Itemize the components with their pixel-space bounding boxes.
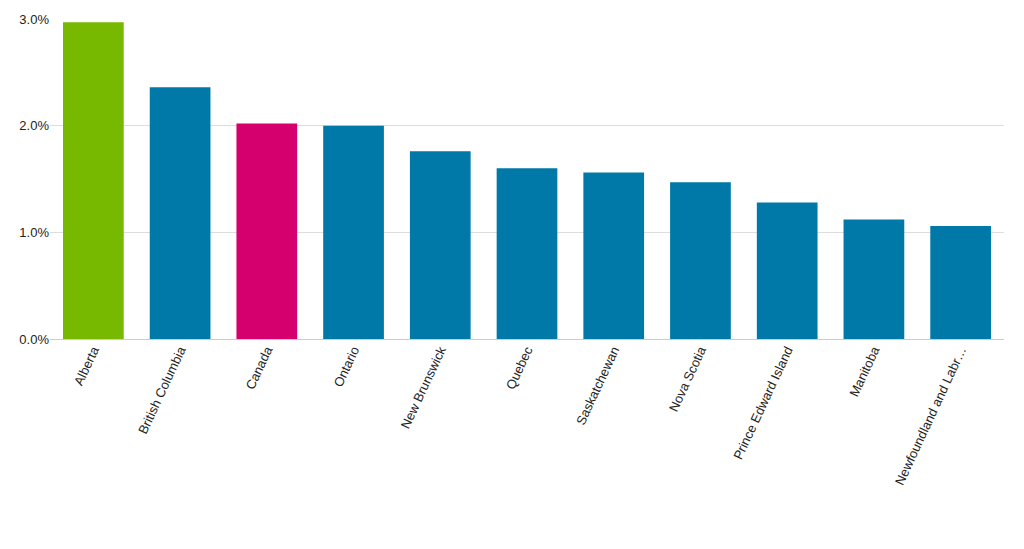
svg-text:Ontario: Ontario — [331, 344, 363, 389]
svg-text:New Brunswick: New Brunswick — [398, 344, 449, 431]
svg-text:Saskatchewan: Saskatchewan — [573, 344, 622, 427]
svg-text:Nova Scotia: Nova Scotia — [666, 343, 710, 414]
svg-text:Manitoba: Manitoba — [846, 343, 883, 399]
svg-text:Alberta: Alberta — [71, 343, 102, 387]
svg-text:Prince Edward Island: Prince Edward Island — [730, 344, 796, 462]
svg-text:0.0%: 0.0% — [19, 332, 49, 347]
svg-text:British Columbia: British Columbia — [135, 343, 189, 436]
svg-text:2.0%: 2.0% — [19, 118, 49, 133]
svg-text:Newfoundland and Labr…: Newfoundland and Labr… — [892, 344, 969, 487]
svg-text:3.0%: 3.0% — [19, 12, 49, 27]
svg-text:Quebec: Quebec — [503, 344, 536, 392]
svg-text:Canada: Canada — [243, 343, 276, 391]
svg-text:1.0%: 1.0% — [19, 225, 49, 240]
